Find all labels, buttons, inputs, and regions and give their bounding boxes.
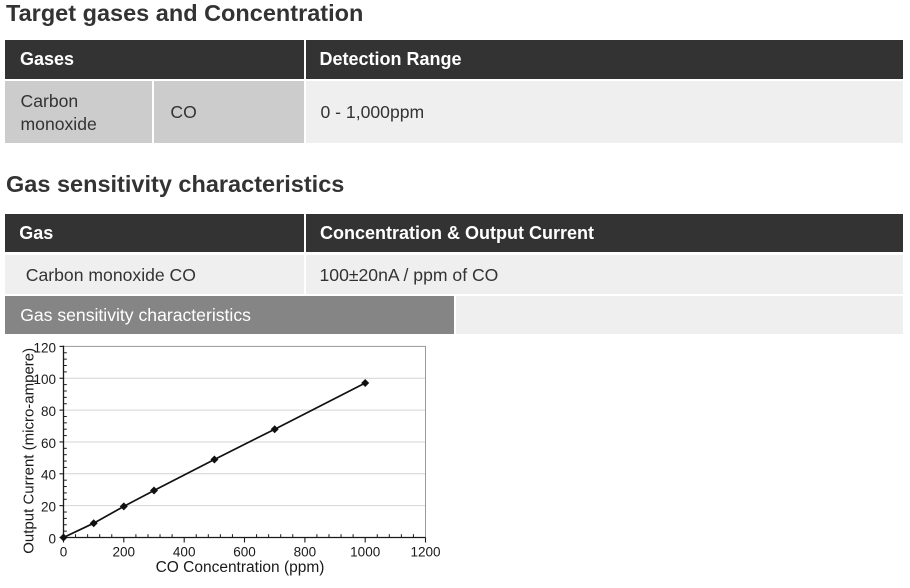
svg-text:400: 400 [173,545,196,560]
svg-text:40: 40 [41,468,56,483]
svg-text:800: 800 [294,545,317,560]
svg-text:600: 600 [233,545,256,560]
svg-text:1200: 1200 [410,545,440,560]
svg-text:80: 80 [41,404,56,419]
svg-text:200: 200 [113,545,136,560]
svg-text:120: 120 [33,340,56,355]
svg-text:0: 0 [60,545,68,560]
svg-text:100: 100 [33,372,56,387]
svg-text:20: 20 [41,500,56,515]
svg-text:1000: 1000 [350,545,380,560]
svg-text:0: 0 [48,531,56,546]
svg-text:60: 60 [41,436,56,451]
svg-text:Output Current (micro-ampere): Output Current (micro-ampere) [21,348,38,554]
svg-text:CO Concentration (ppm): CO Concentration (ppm) [156,559,325,576]
